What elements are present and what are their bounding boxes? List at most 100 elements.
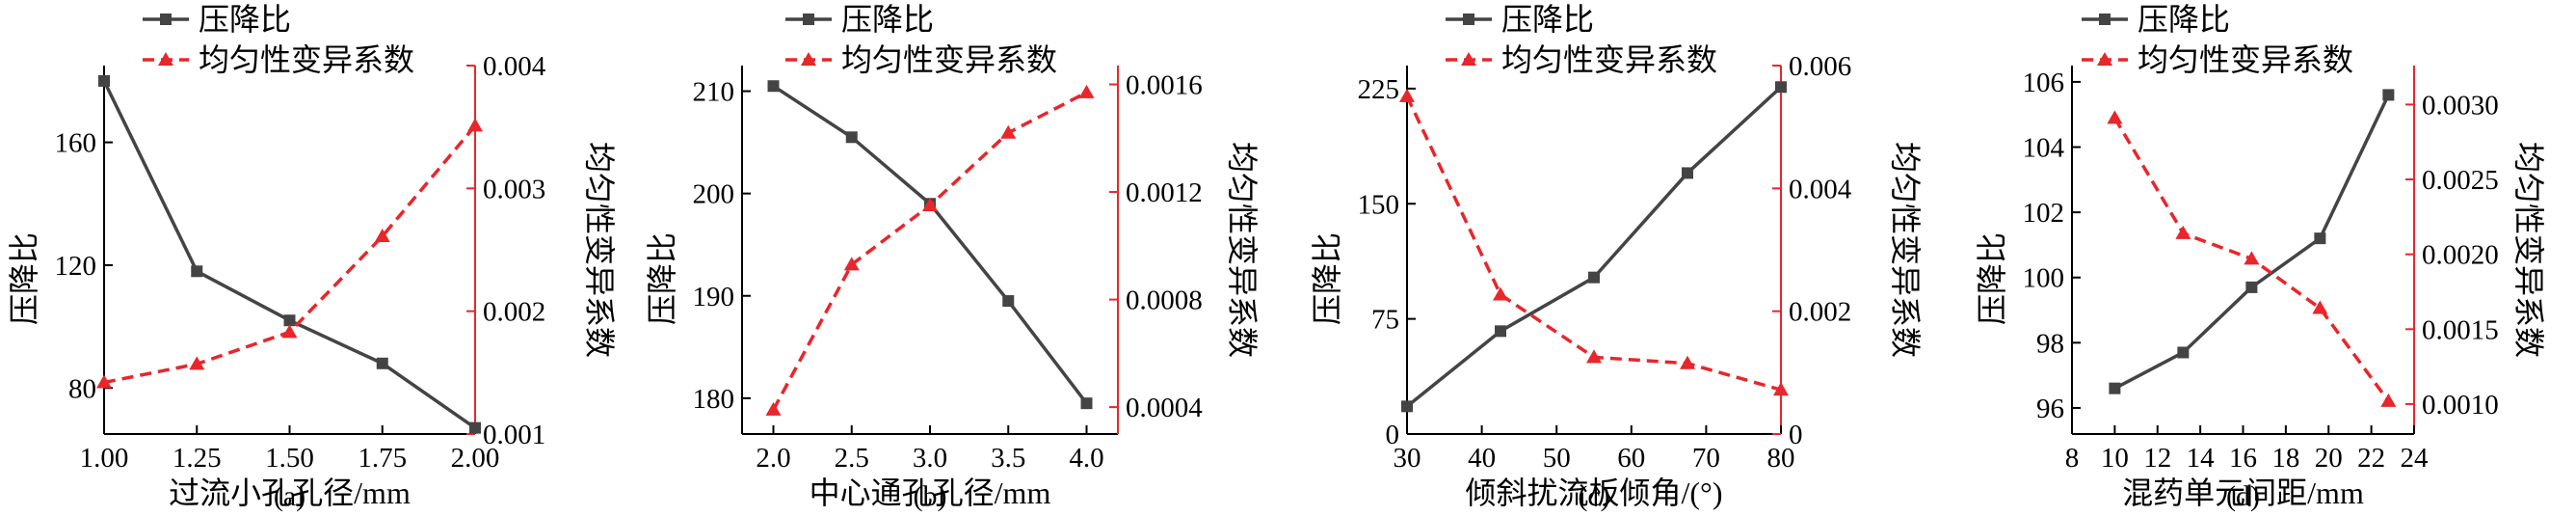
y-left-tick-label: 150 <box>1358 189 1400 220</box>
y-right-tick-label: 0.0012 <box>1126 177 1203 208</box>
x-tick-label: 30 <box>1394 443 1421 474</box>
pressure-drop-point <box>191 265 203 278</box>
y-right-tick-label: 0.0030 <box>2422 90 2499 121</box>
legend-pressure-label: 压降比 <box>2138 2 2230 37</box>
uniformity-cv-point <box>765 401 782 416</box>
y-left-tick-label: 190 <box>693 282 735 312</box>
pressure-drop-point <box>2314 232 2326 245</box>
y-left-tick-label: 102 <box>2023 198 2065 229</box>
x-tick-label: 24 <box>2401 443 2430 474</box>
pressure-drop-point <box>2177 346 2190 359</box>
y-right-tick-label: 0.004 <box>1789 174 1852 204</box>
y-left-tick-label: 80 <box>68 373 96 404</box>
pressure-drop-point <box>2382 89 2395 101</box>
pressure-drop-point <box>845 131 858 144</box>
x-tick-label: 1.50 <box>265 443 314 474</box>
y-left-tick-label: 120 <box>55 251 97 282</box>
pressure-drop-point <box>767 80 780 93</box>
y-right-tick-label: 0.0008 <box>1126 285 1203 316</box>
legend-uniformity-label: 均匀性变异系数 <box>199 42 414 77</box>
uniformity-cv-point <box>2175 225 2191 239</box>
y-right-tick-label: 0.0015 <box>2422 314 2499 345</box>
y-right-tick-label: 0.001 <box>483 420 545 450</box>
x-tick-label: 22 <box>2357 443 2385 474</box>
y-left-tick-label: 225 <box>1358 74 1400 105</box>
y-left-tick-label: 75 <box>1371 305 1399 336</box>
x-tick-label: 16 <box>2229 443 2257 474</box>
legend-pressure-marker <box>160 14 172 25</box>
y-left-tick-label: 160 <box>55 128 97 159</box>
uniformity-cv-point <box>1493 286 1508 301</box>
y-left-tick-label: 98 <box>2036 328 2064 359</box>
uniformity-cv-point <box>1078 84 1095 98</box>
y-right-axis-label: 均匀性变异系数 <box>1888 142 1923 358</box>
uniformity-cv-point <box>1586 349 1602 364</box>
y-right-tick-label: 0.0025 <box>2422 165 2499 196</box>
uniformity-cv-point <box>467 118 483 132</box>
uniformity-cv-point <box>2380 393 2397 407</box>
legend-uniformity-label: 均匀性变异系数 <box>1501 42 1717 77</box>
x-tick-label: 14 <box>2187 443 2216 474</box>
uniformity-cv-point <box>2107 110 2123 124</box>
x-tick-label: 18 <box>2271 443 2299 474</box>
x-tick-label: 8 <box>2065 443 2080 474</box>
legend-pressure-label: 压降比 <box>841 2 934 37</box>
y-right-tick-label: 0.0016 <box>1126 70 1203 101</box>
y-left-tick-label: 200 <box>693 179 735 210</box>
uniformity-cv-point <box>374 228 390 242</box>
panel-label: (d) <box>2226 480 2260 512</box>
uniformity-cv-point <box>1680 355 1695 369</box>
x-tick-label: 70 <box>1692 443 1720 474</box>
uniformity-cv-point <box>2244 251 2260 265</box>
y-right-tick-label: 0.004 <box>483 51 546 82</box>
y-right-tick-label: 0.003 <box>483 174 545 204</box>
pressure-drop-point <box>1080 397 1093 410</box>
x-tick-label: 2.5 <box>835 443 869 474</box>
pressure-drop-point <box>2109 382 2121 394</box>
pressure-drop-point <box>98 74 110 87</box>
uniformity-cv-point <box>2312 300 2328 314</box>
pressure-drop-point <box>376 357 388 369</box>
legend-uniformity-marker <box>801 52 816 66</box>
x-tick-label: 2.00 <box>451 443 500 474</box>
uniformity-cv-point <box>922 197 938 211</box>
uniformity-cv-point <box>96 374 112 389</box>
x-tick-label: 12 <box>2143 443 2171 474</box>
x-tick-label: 40 <box>1468 443 1496 474</box>
uniformity-cv-point <box>1773 382 1789 396</box>
pressure-drop-line <box>772 84 1088 405</box>
y-left-tick-label: 0 <box>1386 420 1400 450</box>
uniformity-cv-line <box>771 91 1088 411</box>
y-right-tick-label: 0.0010 <box>2422 390 2499 421</box>
y-right-axis-label: 均匀性变异系数 <box>582 142 617 358</box>
x-tick-label: 60 <box>1617 443 1645 474</box>
legend-uniformity-marker <box>158 52 173 66</box>
legend-pressure-marker <box>803 14 814 25</box>
y-left-tick-label: 100 <box>2023 263 2065 294</box>
pressure-drop-point <box>1775 81 1787 94</box>
pressure-drop-line <box>102 80 476 430</box>
pressure-drop-point <box>1682 167 1693 179</box>
y-right-tick-label: 0.0004 <box>1126 393 1203 423</box>
panel-label: (b) <box>914 480 947 512</box>
x-tick-label: 10 <box>2101 443 2129 474</box>
x-tick-label: 3.5 <box>991 443 1025 474</box>
x-tick-label: 50 <box>1543 443 1571 474</box>
y-left-axis-label: 压降比 <box>1975 232 2009 325</box>
pressure-drop-point <box>1401 400 1413 413</box>
legend-uniformity-marker <box>2097 52 2112 66</box>
y-left-tick-label: 104 <box>2023 133 2065 164</box>
y-right-tick-label: 0.002 <box>1789 297 1851 328</box>
legend-uniformity-label: 均匀性变异系数 <box>2138 42 2353 77</box>
y-right-tick-label: 0 <box>1789 420 1803 450</box>
x-tick-label: 4.0 <box>1069 443 1103 474</box>
y-left-axis-label: 压降比 <box>1310 232 1344 325</box>
legend-uniformity-marker <box>1461 52 1476 66</box>
uniformity-cv-point <box>843 257 860 271</box>
x-tick-label: 3.0 <box>913 443 947 474</box>
uniformity-cv-point <box>281 324 298 339</box>
pressure-drop-point <box>283 314 296 327</box>
uniformity-cv-point <box>189 356 205 370</box>
x-tick-label: 1.00 <box>80 443 129 474</box>
x-axis-label: 中心通孔孔径/mm <box>810 475 1051 510</box>
